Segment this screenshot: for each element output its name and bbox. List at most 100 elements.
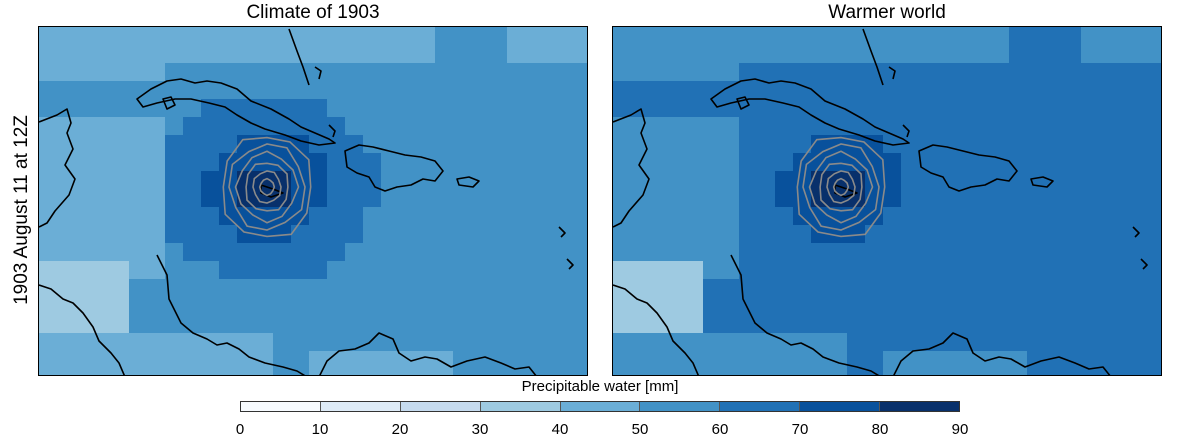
precip-grid-cell — [1027, 189, 1046, 208]
precip-grid-cell — [93, 207, 112, 226]
precip-grid-cell — [39, 243, 58, 262]
precip-grid-cell — [865, 297, 884, 316]
precip-grid-cell — [775, 153, 794, 172]
contour-ring — [258, 177, 276, 197]
precip-grid-cell — [757, 171, 776, 190]
precip-grid-cell — [183, 63, 202, 82]
precip-grid-cell — [1081, 279, 1100, 298]
precip-grid-cell — [991, 81, 1010, 100]
precip-grid-cell — [685, 297, 704, 316]
precip-grid-cell — [1027, 261, 1046, 280]
precip-grid-cell — [1117, 99, 1136, 118]
contour-ring — [796, 136, 886, 238]
precip-grid-cell — [883, 297, 902, 316]
precip-grid-cell — [147, 369, 166, 375]
precip-grid-cell — [739, 27, 758, 46]
precip-grid-cell — [793, 333, 812, 352]
precip-grid-cell — [757, 45, 776, 64]
precip-grid-cell — [721, 261, 740, 280]
precip-grid-cell — [363, 45, 382, 64]
precip-grid-cell — [883, 189, 902, 208]
precip-grid-cell — [345, 261, 364, 280]
precip-grid-cell — [183, 315, 202, 334]
precip-grid-cell — [829, 333, 848, 352]
precip-grid-cell — [901, 351, 920, 370]
precip-grid-cell — [561, 261, 580, 280]
precip-grid-cell — [793, 261, 812, 280]
precip-grid-cell — [685, 243, 704, 262]
precip-grid-cell — [991, 243, 1010, 262]
precip-grid-cell — [775, 189, 794, 208]
precip-grid-cell — [739, 135, 758, 154]
precip-grid-cell — [631, 207, 650, 226]
precip-grid-cell — [613, 261, 632, 280]
precip-grid-cell — [147, 81, 166, 100]
precip-grid-cell — [237, 297, 256, 316]
precip-grid-cell — [435, 99, 454, 118]
precip-grid-cell — [525, 45, 544, 64]
precip-grid-cell — [613, 135, 632, 154]
precip-grid-cell — [345, 153, 364, 172]
precip-grid-cell — [327, 207, 346, 226]
precip-grid-cell — [613, 333, 632, 352]
precip-grid-cell — [57, 171, 76, 190]
precip-grid-cell — [811, 63, 830, 82]
precip-grid-cell — [865, 369, 884, 375]
precip-grid-cell — [1045, 117, 1064, 136]
precip-grid-cell — [1135, 315, 1154, 334]
colorbar-bin — [559, 402, 640, 411]
precip-grid-cell — [381, 369, 400, 375]
precip-grid-cell — [417, 315, 436, 334]
precip-grid-cell — [703, 333, 722, 352]
precip-grid-cell — [39, 99, 58, 118]
precip-grid-cell — [1009, 243, 1028, 262]
precip-grid-cell — [883, 63, 902, 82]
precip-grid-cell — [901, 261, 920, 280]
precip-grid-cell — [381, 315, 400, 334]
precip-grid-cell — [703, 45, 722, 64]
precip-grid-cell — [973, 189, 992, 208]
coastline — [1132, 226, 1140, 238]
precip-grid-cell — [183, 207, 202, 226]
precip-grid-cell — [1153, 261, 1161, 280]
precip-grid-cell — [631, 99, 650, 118]
precip-grid-cell — [685, 279, 704, 298]
precip-grid-cell — [327, 297, 346, 316]
precip-grid-cell — [847, 261, 866, 280]
precip-grid-cell — [1027, 99, 1046, 118]
precip-grid-cell — [739, 279, 758, 298]
precip-grid-cell — [327, 261, 346, 280]
precip-grid-cell — [739, 117, 758, 136]
precip-grid-cell — [525, 117, 544, 136]
precip-grid-cell — [1063, 225, 1082, 244]
precip-grid-cell — [255, 369, 274, 375]
precip-grid-cell — [667, 63, 686, 82]
precip-grid-cell — [57, 261, 76, 280]
precip-grid-cell — [543, 117, 562, 136]
precip-grid-cell — [685, 189, 704, 208]
precip-grid-cell — [57, 135, 76, 154]
precip-grid-cell — [327, 63, 346, 82]
precip-grid-cell — [1045, 153, 1064, 172]
precip-grid-cell — [201, 369, 220, 375]
precip-grid-cell — [201, 333, 220, 352]
precip-grid-cell — [703, 63, 722, 82]
precip-grid-cell — [561, 27, 580, 46]
precip-grid-cell — [1099, 315, 1118, 334]
precip-grid-cell — [775, 243, 794, 262]
precip-grid-cell — [147, 99, 166, 118]
precip-grid-cell — [381, 27, 400, 46]
precip-grid-cell — [1153, 189, 1161, 208]
precip-grid-cell — [363, 225, 382, 244]
precip-grid-cell — [291, 27, 310, 46]
precip-grid-cell — [955, 135, 974, 154]
precip-grid-cell — [435, 27, 454, 46]
precip-grid-cell — [937, 369, 956, 375]
contour-ring — [234, 150, 300, 224]
precip-grid-cell — [327, 81, 346, 100]
precip-grid-cell — [201, 315, 220, 334]
precip-grid-cell — [399, 117, 418, 136]
precip-grid-cell — [57, 99, 76, 118]
precip-grid-cell — [1099, 189, 1118, 208]
precip-grid-cell — [165, 279, 184, 298]
